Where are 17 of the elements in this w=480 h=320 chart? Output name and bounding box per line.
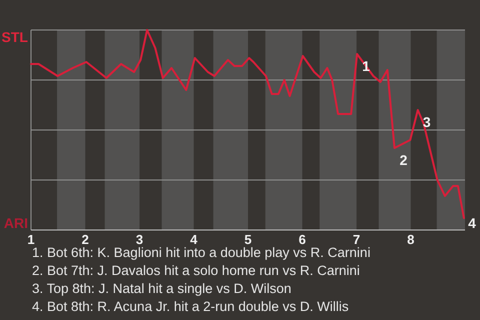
x-tick-label: 2 bbox=[82, 232, 89, 247]
x-tick-label: 5 bbox=[244, 232, 252, 247]
x-tick-label: 7 bbox=[352, 232, 360, 247]
annotation: 4 bbox=[468, 215, 476, 231]
text: ARI bbox=[4, 215, 28, 231]
x-tick-label: 1 bbox=[27, 232, 35, 247]
x-tick-label: 6 bbox=[298, 232, 306, 247]
text: STL bbox=[2, 29, 28, 45]
annotation: 2 bbox=[400, 152, 408, 168]
text: 4. Bot 8th: R. Acuna Jr. hit a 2-run double vs D. Willis bbox=[32, 299, 349, 314]
x-tick-label: 4 bbox=[190, 232, 198, 247]
x-tick-label: 8 bbox=[407, 232, 414, 247]
text: 1. Bot 6th: K. Baglioni hit into a double play vs R. Carnini bbox=[32, 245, 370, 260]
annotation: 3 bbox=[422, 114, 431, 130]
x-tick-label: 3 bbox=[136, 232, 144, 247]
text: 3. Top 8th: J. Natal hit a single vs D. Wilson bbox=[32, 281, 292, 296]
text: 2. Bot 7th: J. Davalos hit a solo home run vs R. Carnini bbox=[32, 263, 360, 278]
